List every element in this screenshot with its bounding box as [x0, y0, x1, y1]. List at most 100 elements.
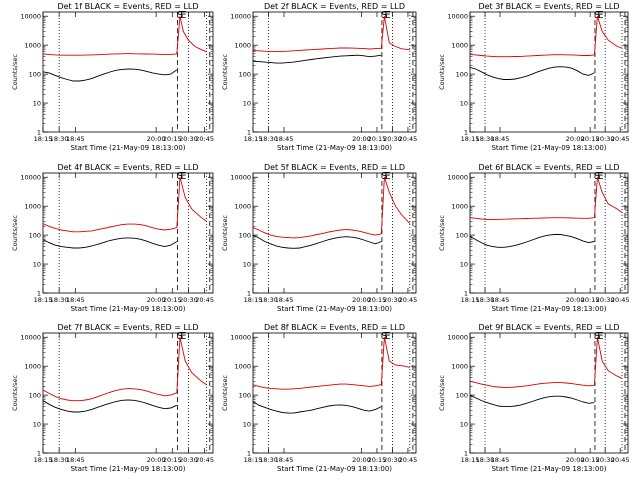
y-tick-label: 10 — [33, 261, 41, 269]
lld-series-line — [469, 380, 595, 388]
x-tick-label: 18:15 — [34, 456, 53, 464]
y-tick-label: 100 — [456, 232, 468, 240]
lld-tail-line — [593, 177, 623, 218]
y-tick-label: 10000 — [230, 334, 251, 342]
x-axis-label: Start Time (21-May-09 18:13:00) — [70, 465, 185, 473]
y-tick-label: 10 — [33, 100, 41, 108]
plot-frame — [42, 172, 214, 294]
panel-6: Det 6f BLACK = Events, RED = LLD 1 10 100 10… — [438, 163, 630, 313]
lld-tail-line — [593, 337, 623, 386]
x-tick-label: 20:15 — [581, 135, 600, 143]
events-series-line — [42, 237, 178, 249]
y-tick-label: 100 — [456, 392, 468, 400]
panel-title: Det 6f BLACK = Events, RED = LLD — [478, 163, 619, 172]
x-tick-label: 18:30 — [476, 296, 495, 304]
y-tick-label: 1 — [247, 450, 251, 458]
events-series-line — [42, 399, 177, 413]
panel-title: Det 9f BLACK = Events, RED = LLD — [478, 323, 619, 332]
events-series-line — [469, 66, 595, 80]
plot-frame — [469, 11, 629, 133]
x-tick-label: 20:15 — [163, 296, 182, 304]
x-tick-label: 18:30 — [50, 135, 69, 143]
x-tick-label: 20:00 — [352, 135, 371, 143]
x-axis-label: Start Time (21-May-09 18:13:00) — [491, 305, 606, 313]
x-axis-label: Start Time (21-May-09 18:13:00) — [70, 305, 185, 313]
segment-marker-E: E — [180, 331, 186, 342]
y-tick-label: 1 — [37, 290, 41, 298]
x-tick-label: 20:30 — [596, 135, 615, 143]
x-tick-label: 20:00 — [566, 296, 585, 304]
x-tick-label: 18:45 — [491, 456, 510, 464]
x-axis-label: Start Time (21-May-09 18:13:00) — [277, 305, 392, 313]
x-tick-label: 18:30 — [259, 135, 278, 143]
x-tick-label: 18:15 — [34, 296, 53, 304]
x-tick-label: 18:45 — [275, 296, 294, 304]
x-tick-label: 20:30 — [383, 296, 402, 304]
x-tick-label: 20:15 — [368, 296, 387, 304]
x-tick-label: 20:15 — [163, 456, 182, 464]
y-tick-label: 1000 — [24, 203, 41, 211]
y-tick-label: 10000 — [20, 13, 41, 21]
events-series-line — [469, 234, 595, 248]
panel-title: Det 3f BLACK = Events, RED = LLD — [478, 2, 619, 11]
y-tick-label: 10000 — [230, 13, 251, 21]
lld-series-line — [252, 383, 382, 390]
x-axis-label: Start Time (21-May-09 18:13:00) — [277, 144, 392, 152]
y-tick-label: 1 — [464, 450, 468, 458]
y-axis-label: Counts/sec — [438, 375, 446, 411]
y-tick-label: 10000 — [447, 174, 468, 182]
x-tick-label: 20:15 — [163, 135, 182, 143]
y-axis-label: Counts/sec — [221, 215, 229, 251]
x-tick-label: 20:15 — [581, 296, 600, 304]
x-tick-label: 18:30 — [259, 296, 278, 304]
x-tick-label: 20:15 — [581, 456, 600, 464]
y-tick-label: 10000 — [447, 13, 468, 21]
y-tick-label: 100 — [239, 71, 251, 79]
events-series-line — [252, 54, 382, 64]
y-axis-label: Counts/sec — [438, 54, 446, 90]
x-tick-label: 18:30 — [476, 135, 495, 143]
segment-marker-E: E — [597, 331, 603, 342]
y-axis-label: Counts/sec — [221, 375, 229, 411]
x-axis-label: Start Time (21-May-09 18:13:00) — [491, 144, 606, 152]
y-tick-label: 1 — [37, 129, 41, 137]
plot-frame — [252, 11, 417, 133]
panel-3: Det 3f BLACK = Events, RED = LLD 1 10 100 10… — [438, 2, 630, 152]
x-tick-label: 20:45 — [195, 456, 214, 464]
x-tick-label: 20:30 — [179, 135, 198, 143]
segment-marker-S: S — [594, 331, 600, 342]
lld-series-line — [469, 217, 595, 220]
events-series-line — [252, 401, 382, 414]
segment-marker-S: S — [177, 171, 183, 182]
lld-tail-line — [176, 16, 207, 54]
y-tick-label: 10 — [460, 421, 468, 429]
lld-tail-line — [176, 337, 207, 393]
plot-frame — [469, 332, 629, 454]
y-tick-label: 100 — [29, 392, 41, 400]
segment-marker-S: S — [594, 171, 600, 182]
segment-marker-S: S — [381, 10, 387, 21]
y-tick-label: 1000 — [234, 363, 251, 371]
panel-4: Det 4f BLACK = Events, RED = LLD 1 10 100 10… — [11, 163, 214, 313]
x-tick-label: 20:30 — [596, 296, 615, 304]
x-tick-label: 18:45 — [275, 456, 294, 464]
y-axis-label: Counts/sec — [11, 375, 19, 411]
x-tick-label: 20:45 — [195, 135, 214, 143]
x-tick-label: 20:00 — [147, 135, 166, 143]
x-tick-label: 20:30 — [179, 296, 198, 304]
panel-9: Det 9f BLACK = Events, RED = LLD 1 10 100 10… — [438, 323, 630, 473]
x-tick-label: 20:45 — [611, 456, 630, 464]
x-tick-label: 20:45 — [611, 135, 630, 143]
x-tick-label: 18:15 — [244, 456, 263, 464]
panel-7: Det 7f BLACK = Events, RED = LLD 1 10 100 10… — [11, 323, 214, 473]
y-tick-label: 1000 — [451, 203, 468, 211]
x-tick-label: 18:15 — [461, 456, 480, 464]
x-tick-label: 20:30 — [596, 456, 615, 464]
lld-tail-line — [380, 337, 410, 385]
y-tick-label: 10000 — [230, 174, 251, 182]
y-tick-label: 10000 — [20, 334, 41, 342]
x-tick-label: 18:45 — [66, 135, 85, 143]
y-tick-label: 10000 — [447, 334, 468, 342]
y-tick-label: 1000 — [451, 42, 468, 50]
x-tick-label: 18:45 — [66, 296, 85, 304]
